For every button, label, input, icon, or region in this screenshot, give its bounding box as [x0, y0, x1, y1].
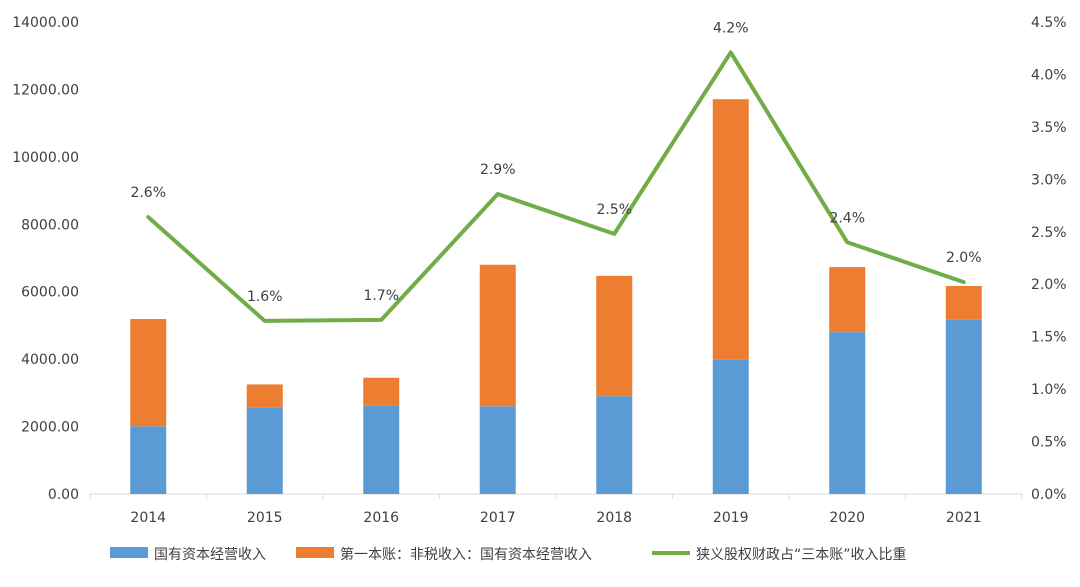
bar-segment-series-1 [829, 267, 866, 333]
ratio-point [146, 215, 150, 219]
ratio-data-label: 4.2% [713, 20, 749, 36]
ratio-point [845, 240, 849, 244]
bar-segment-series-0 [130, 426, 167, 494]
right-tick-label: 0.0% [1031, 487, 1067, 503]
bar-segment-series-1 [945, 285, 982, 320]
ratio-point [379, 318, 383, 322]
bar-segment-series-0 [479, 406, 516, 494]
right-tick-label: 3.5% [1031, 120, 1067, 136]
ratio-point [729, 50, 733, 54]
left-tick-label: 8000.00 [21, 217, 79, 233]
right-tick-label: 0.5% [1031, 435, 1067, 451]
bar-segment-series-0 [596, 396, 633, 494]
right-tick-label: 1.5% [1031, 330, 1067, 346]
left-tick-label: 4000.00 [21, 352, 79, 368]
x-tick-label: 2020 [829, 510, 865, 526]
ratio-data-label: 2.9% [480, 162, 516, 178]
x-axis: 2014 2015 2016 2017 2018 2019 2020 2021 [89, 494, 1023, 526]
bar-segment-series-1 [130, 319, 167, 427]
ratio-data-label: 2.0% [946, 250, 982, 266]
left-tick-label: 2000.00 [21, 420, 79, 436]
right-tick-label: 4.0% [1031, 67, 1067, 83]
ratio-line [146, 50, 966, 323]
left-axis: 0.00 2000.00 4000.00 6000.00 8000.00 10000.00… [12, 15, 79, 503]
ratio-point [962, 280, 966, 284]
left-tick-label: 10000.00 [12, 150, 79, 166]
bar-segment-series-0 [363, 405, 400, 494]
ratio-data-label: 2.4% [829, 210, 865, 226]
bar-segment-series-1 [479, 264, 516, 407]
left-tick-label: 14000.00 [12, 15, 79, 31]
right-tick-label: 2.0% [1031, 277, 1067, 293]
x-tick-label: 2017 [480, 510, 516, 526]
bar-segment-series-1 [712, 99, 749, 360]
right-tick-label: 1.0% [1031, 382, 1067, 398]
ratio-data-label: 2.5% [596, 202, 632, 218]
ratio-point [496, 192, 500, 196]
legend-label: 第一本账：非税收入：国有资本经营收入 [340, 546, 592, 563]
legend-swatch-series-0 [110, 547, 148, 558]
bar-segment-series-0 [945, 319, 982, 494]
ratio-data-label: 1.6% [247, 289, 283, 305]
ratio-data-label: 1.7% [363, 288, 399, 304]
legend-label: 狭义股权财政占“三本账”收入比重 [696, 547, 907, 563]
left-tick-label: 6000.00 [21, 285, 79, 301]
right-tick-label: 3.0% [1031, 172, 1067, 188]
ratio-point [263, 319, 267, 323]
bar-segment-series-1 [246, 384, 283, 408]
bars [130, 99, 982, 494]
right-tick-label: 2.5% [1031, 225, 1067, 241]
legend: 国有资本经营收入 第一本账：非税收入：国有资本经营收入 狭义股权财政占“三本账”收入… [110, 546, 907, 563]
right-tick-label: 4.5% [1031, 15, 1067, 31]
x-tick-label: 2021 [946, 510, 982, 526]
x-tick-label: 2016 [363, 510, 399, 526]
x-tick-label: 2019 [713, 510, 749, 526]
line-series: 2.6% 1.6% 1.7% 2.9% 2.5% 4.2% 2.4% 2.0% [130, 20, 982, 323]
bar-segment-series-1 [363, 377, 400, 406]
bar-segment-series-0 [829, 332, 866, 494]
bar-segment-series-0 [712, 359, 749, 494]
x-tick-label: 2015 [247, 510, 283, 526]
legend-label: 国有资本经营收入 [154, 547, 266, 563]
bar-segment-series-0 [246, 407, 283, 494]
ratio-data-label: 2.6% [130, 185, 166, 201]
bar-segment-series-1 [596, 275, 633, 397]
left-tick-label: 12000.00 [12, 82, 79, 98]
x-tick-label: 2014 [130, 510, 166, 526]
left-tick-label: 0.00 [48, 487, 79, 503]
x-tick-label: 2018 [596, 510, 632, 526]
right-axis: 0.0% 0.5% 1.0% 1.5% 2.0% 2.5% 3.0% 3.5% 4.0% 4.5% [1031, 15, 1067, 503]
legend-swatch-series-1 [296, 547, 334, 558]
ratio-point [612, 232, 616, 236]
